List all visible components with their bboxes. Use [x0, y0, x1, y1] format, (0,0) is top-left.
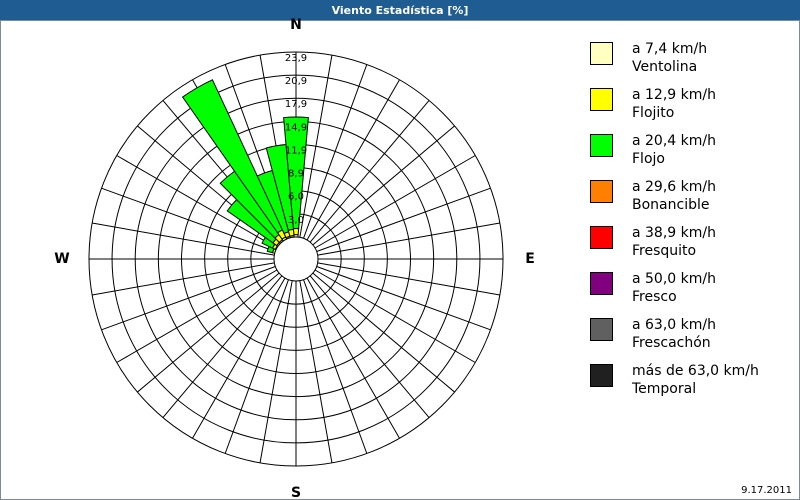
spoke — [306, 277, 400, 439]
legend-range: a 29,6 km/h — [632, 179, 716, 195]
spoke — [92, 262, 275, 296]
ring-label: 6,0 — [288, 192, 304, 203]
spoke — [316, 266, 491, 331]
legend-name: Bonancible — [632, 197, 709, 213]
spoke — [116, 155, 278, 249]
spoke — [314, 269, 476, 363]
spoke — [309, 275, 430, 418]
ring-label: 14,9 — [285, 122, 307, 133]
legend-name: Fresco — [632, 289, 677, 305]
ring-label: 11,9 — [285, 146, 307, 157]
ring-label: 17,9 — [285, 99, 307, 110]
footer-date: 9.17.2011 — [741, 485, 792, 496]
legend-swatch — [590, 272, 613, 295]
window-title: Viento Estadística [%] — [332, 4, 469, 17]
legend-swatch — [590, 88, 613, 111]
ring-label: 3,0 — [288, 215, 304, 226]
legend-name: Fresquito — [632, 243, 696, 259]
spoke — [303, 64, 368, 239]
spoke — [306, 79, 400, 241]
compass-label: S — [291, 485, 301, 500]
compass-label: N — [290, 17, 302, 33]
spoke — [224, 279, 289, 454]
legend-range: más de 63,0 km/h — [632, 363, 759, 379]
legend: a 7,4 km/h Ventolina a 12,9 km/h Flojito a 2… — [590, 41, 759, 397]
spoke — [303, 279, 368, 454]
ring-label: 20,9 — [285, 76, 307, 87]
wedge — [181, 79, 284, 234]
wedge — [283, 116, 309, 230]
spoke — [317, 222, 500, 256]
legend-range: a 20,4 km/h — [632, 133, 716, 149]
ring-label: 23,9 — [285, 53, 307, 64]
legend-range: a 7,4 km/h — [632, 41, 707, 57]
compass-label: W — [54, 251, 69, 267]
spoke — [101, 266, 276, 331]
legend-name: Ventolina — [632, 59, 697, 75]
spoke — [162, 275, 283, 418]
rose: 3,0 6,0 8,9 11,9 14,9 17,9 20,9 23,9 N E S W — [54, 17, 535, 500]
spoke — [101, 187, 276, 252]
spoke — [299, 55, 333, 238]
spoke — [92, 222, 275, 256]
legend-swatch — [590, 364, 613, 387]
ring-label: 8,9 — [288, 169, 304, 180]
spoke — [312, 125, 455, 246]
legend-name: Frescachón — [632, 335, 711, 351]
legend-name: Flojito — [632, 105, 674, 121]
spoke — [192, 277, 286, 439]
spoke — [116, 269, 278, 363]
spoke — [259, 280, 293, 463]
legend-name: Temporal — [631, 381, 696, 397]
legend-range: a 63,0 km/h — [632, 317, 716, 333]
spoke — [314, 155, 476, 249]
legend-swatch — [590, 318, 613, 341]
spoke — [299, 280, 333, 463]
legend-range: a 50,0 km/h — [632, 271, 716, 287]
spoke — [316, 187, 491, 252]
spoke — [309, 100, 430, 243]
legend-range: a 38,9 km/h — [632, 225, 716, 241]
legend-swatch — [590, 134, 613, 157]
wedge — [265, 144, 294, 231]
title-bar — [0, 0, 800, 20]
spoke — [317, 262, 500, 296]
legend-swatch — [590, 180, 613, 203]
calm-circle — [273, 236, 319, 282]
legend-range: a 12,9 km/h — [632, 87, 716, 103]
legend-swatch — [590, 226, 613, 249]
compass-label: E — [525, 251, 535, 267]
spoke — [312, 272, 455, 393]
legend-swatch — [590, 42, 613, 65]
legend-name: Flojo — [632, 151, 665, 167]
spoke — [137, 272, 280, 393]
